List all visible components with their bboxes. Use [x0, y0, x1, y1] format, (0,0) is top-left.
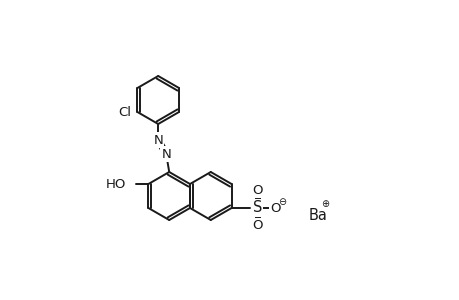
Text: ⊕: ⊕	[321, 199, 329, 209]
Text: N: N	[161, 148, 171, 160]
Text: HO: HO	[106, 178, 126, 190]
Text: ⊖: ⊖	[278, 197, 286, 207]
Text: S: S	[252, 200, 262, 215]
Text: O: O	[252, 220, 262, 232]
Text: O: O	[252, 184, 262, 196]
Text: Ba: Ba	[308, 208, 326, 224]
Text: O: O	[270, 202, 280, 214]
Text: Cl: Cl	[118, 106, 131, 118]
Text: N: N	[153, 134, 163, 146]
